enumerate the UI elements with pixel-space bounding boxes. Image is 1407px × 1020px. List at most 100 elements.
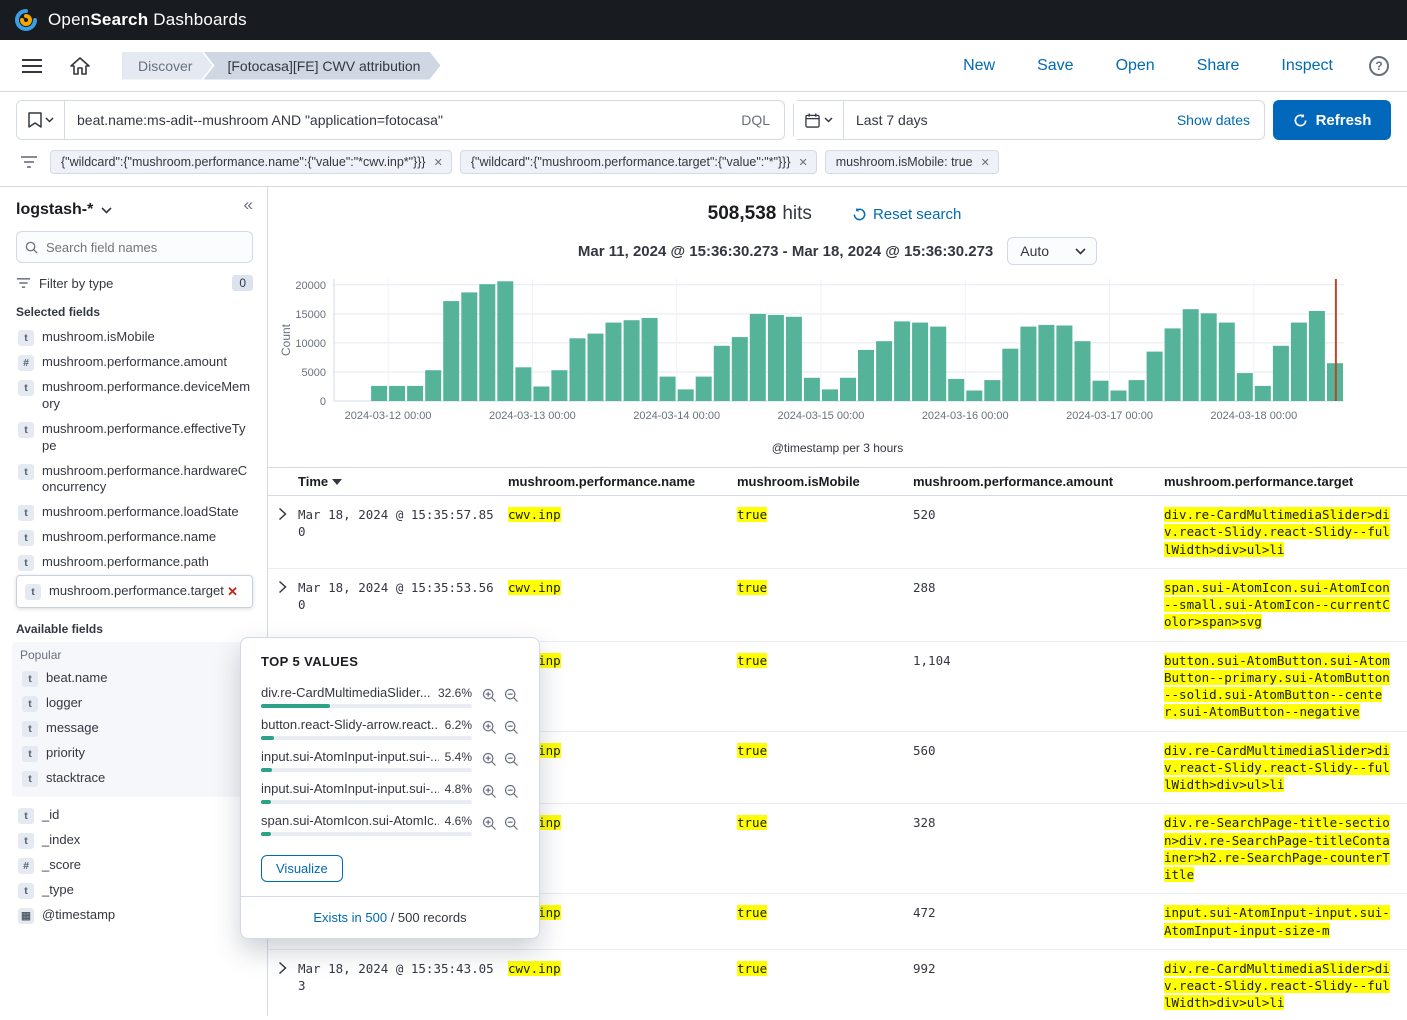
histogram-bar[interactable] xyxy=(858,349,874,401)
breadcrumb-discover[interactable]: Discover xyxy=(122,52,212,80)
histogram-bar[interactable] xyxy=(876,341,893,401)
close-icon[interactable]: ✕ xyxy=(433,156,443,169)
histogram-bar[interactable] xyxy=(389,385,406,401)
field-item[interactable]: t mushroom.performance.hardwareConcurrenc… xyxy=(16,459,253,501)
filter-out-value-button[interactable] xyxy=(504,720,519,735)
histogram-bar[interactable] xyxy=(1164,328,1181,401)
histogram-bar[interactable] xyxy=(1254,385,1271,401)
histogram-bar[interactable] xyxy=(407,385,424,401)
home-button[interactable] xyxy=(66,53,94,79)
histogram-bar[interactable] xyxy=(659,376,676,401)
histogram-bar[interactable] xyxy=(966,390,983,402)
histogram-bar[interactable] xyxy=(551,370,568,401)
field-item[interactable]: t _index xyxy=(16,828,253,853)
filter-out-value-button[interactable] xyxy=(504,784,519,799)
filter-for-value-button[interactable] xyxy=(482,816,497,831)
filter-by-type-button[interactable]: Filter by type 0 xyxy=(16,275,253,291)
histogram-bar[interactable] xyxy=(515,367,532,401)
histogram-bar[interactable] xyxy=(1236,373,1253,401)
histogram-bar[interactable] xyxy=(1002,348,1019,401)
breadcrumb-saved-search[interactable]: [Fotocasa][FE] CWV attribution xyxy=(203,52,440,80)
filter-for-value-button[interactable] xyxy=(482,720,497,735)
field-item[interactable]: t mushroom.isMobile xyxy=(16,325,253,350)
field-item[interactable]: t mushroom.performance.path xyxy=(16,550,253,575)
histogram-bar[interactable] xyxy=(1020,326,1037,401)
histogram-bar[interactable] xyxy=(1092,380,1109,401)
column-header-ismobile[interactable]: mushroom.isMobile xyxy=(737,474,860,489)
filter-out-value-button[interactable] xyxy=(504,688,519,703)
field-item[interactable]: t priority xyxy=(20,741,253,766)
histogram-bar[interactable] xyxy=(713,345,730,401)
search-query-input[interactable] xyxy=(65,101,728,139)
histogram-bar[interactable] xyxy=(1182,309,1199,401)
histogram-bar[interactable] xyxy=(1074,341,1091,401)
histogram-bar[interactable] xyxy=(371,385,388,401)
histogram-bar[interactable] xyxy=(1272,345,1289,401)
time-range-value[interactable]: Last 7 days xyxy=(856,112,928,128)
histogram-bar[interactable] xyxy=(443,301,460,401)
share-button[interactable]: Share xyxy=(1191,56,1246,76)
field-item[interactable]: # mushroom.performance.amount xyxy=(16,350,253,375)
histogram-bar[interactable] xyxy=(533,386,550,402)
column-header-performance-amount[interactable]: mushroom.performance.amount xyxy=(913,474,1114,489)
filter-options-button[interactable] xyxy=(16,151,42,173)
filter-pill[interactable]: mushroom.isMobile: true ✕ xyxy=(824,150,999,174)
histogram-bar[interactable] xyxy=(785,316,802,401)
field-item[interactable]: t mushroom.performance.effectiveType xyxy=(16,417,253,459)
histogram-bar[interactable] xyxy=(930,326,947,401)
histogram-bar[interactable] xyxy=(767,315,784,401)
field-item[interactable]: t _type xyxy=(16,878,253,903)
index-pattern-selector[interactable]: logstash-* xyxy=(16,201,253,219)
histogram-bar[interactable] xyxy=(912,322,929,401)
remove-field-button[interactable]: ✕ xyxy=(221,583,244,601)
interval-select[interactable]: Auto xyxy=(1007,237,1098,265)
histogram-bar[interactable] xyxy=(1146,351,1163,401)
histogram-bar[interactable] xyxy=(1110,390,1127,402)
show-dates-button[interactable]: Show dates xyxy=(1163,112,1264,128)
reset-search-button[interactable]: Reset search xyxy=(846,205,967,224)
histogram-bar[interactable] xyxy=(677,389,694,401)
histogram-bar[interactable] xyxy=(1308,311,1325,401)
field-item[interactable]: t mushroom.performance.name xyxy=(16,525,253,550)
histogram-bar[interactable] xyxy=(803,377,820,401)
column-header-time[interactable]: Time xyxy=(298,474,508,489)
field-item[interactable]: t mushroom.performance.loadState xyxy=(16,500,253,525)
histogram-bar[interactable] xyxy=(948,378,965,401)
close-icon[interactable]: ✕ xyxy=(980,156,990,169)
histogram-bar[interactable] xyxy=(894,321,911,401)
query-language-label[interactable]: DQL xyxy=(741,112,770,128)
save-button[interactable]: Save xyxy=(1031,56,1079,76)
histogram-bar[interactable] xyxy=(587,333,604,401)
histogram-bar[interactable] xyxy=(1200,313,1217,401)
new-button[interactable]: New xyxy=(957,56,1001,76)
field-item[interactable]: t _id xyxy=(16,803,253,828)
field-search-input[interactable] xyxy=(44,238,244,256)
histogram-bar[interactable] xyxy=(479,284,496,401)
histogram-chart[interactable]: 0 5000 10000 15000 20000 2024-03-12 00:00 2024… xyxy=(276,271,1372,437)
timestamp-histogram[interactable]: 0 5000 10000 15000 20000 2024-03-12 00:00 2024… xyxy=(276,271,1399,437)
expand-row-button[interactable] xyxy=(268,579,298,594)
field-item[interactable]: t stacktrace xyxy=(20,766,253,791)
filter-pill[interactable]: {"wildcard":{"mushroom.performance.name"… xyxy=(50,150,452,174)
filter-for-value-button[interactable] xyxy=(482,784,497,799)
histogram-bar[interactable] xyxy=(569,338,586,401)
visualize-button[interactable]: Visualize xyxy=(261,855,343,882)
histogram-bar[interactable] xyxy=(695,376,712,401)
expand-row-button[interactable] xyxy=(268,506,298,521)
refresh-button[interactable]: Refresh xyxy=(1273,100,1391,140)
histogram-bar[interactable] xyxy=(497,281,514,401)
field-item[interactable]: t message xyxy=(20,716,253,741)
filter-out-value-button[interactable] xyxy=(504,816,519,831)
field-item[interactable]: # _score xyxy=(16,853,253,878)
exists-in-link[interactable]: Exists in 500 xyxy=(313,910,388,925)
close-icon[interactable]: ✕ xyxy=(798,156,808,169)
expand-row-button[interactable] xyxy=(268,960,298,975)
collapse-sidebar-button[interactable]: « xyxy=(238,195,259,214)
histogram-bar[interactable] xyxy=(1218,322,1235,401)
histogram-bar[interactable] xyxy=(1056,325,1073,402)
field-item[interactable]: t beat.name xyxy=(20,666,253,691)
field-item[interactable]: t mushroom.performance.target ✕ xyxy=(16,575,253,609)
date-quick-menu-button[interactable] xyxy=(794,101,844,139)
column-header-performance-target[interactable]: mushroom.performance.target xyxy=(1164,474,1354,489)
menu-hamburger-button[interactable] xyxy=(18,54,46,78)
